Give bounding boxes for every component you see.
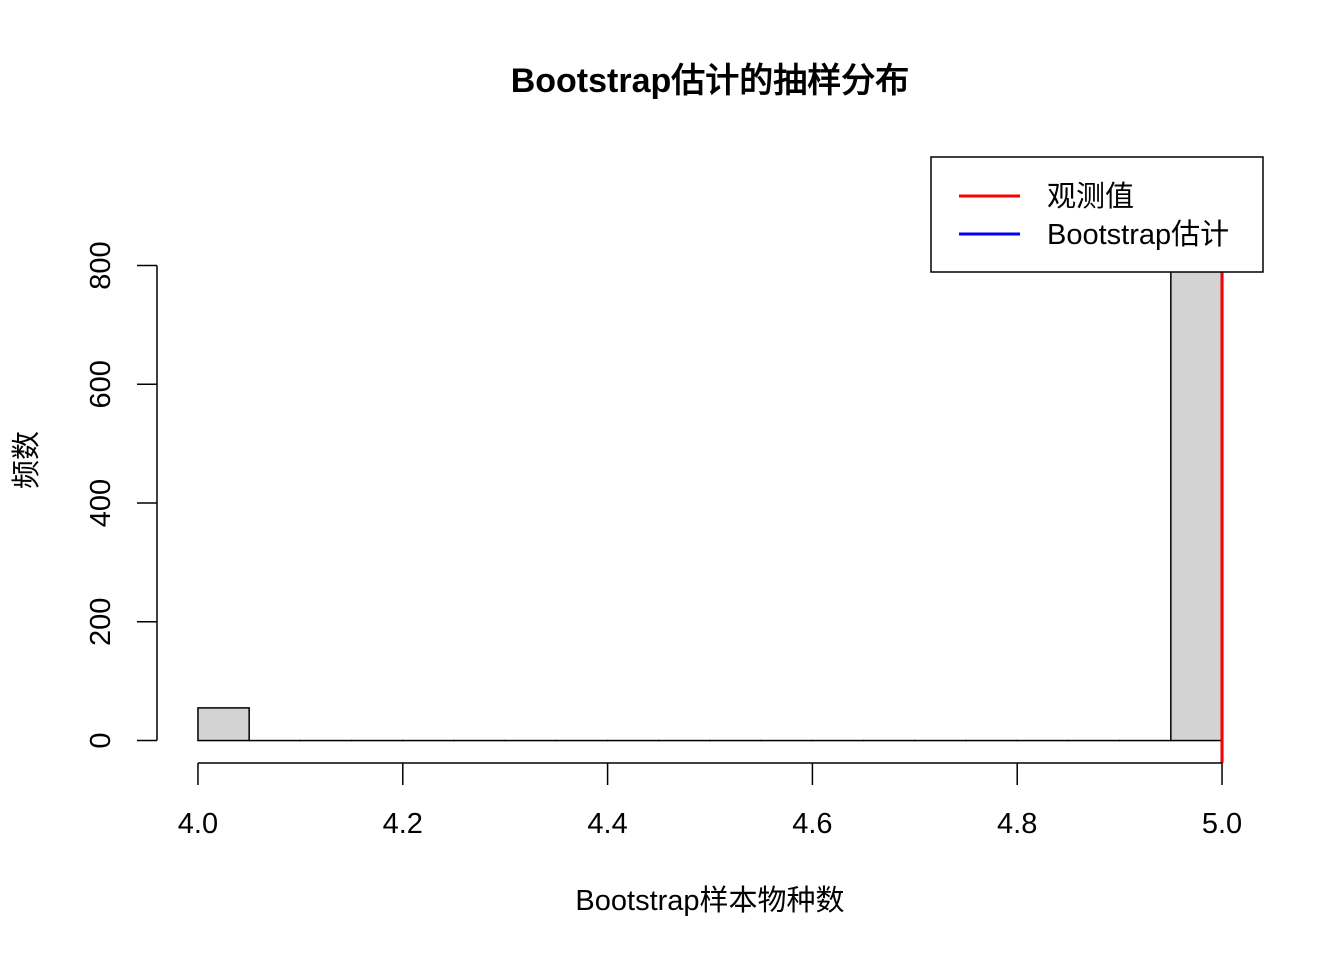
- y-tick-label: 600: [85, 360, 117, 408]
- x-tick-label: 5.0: [1202, 808, 1242, 840]
- legend-label: 观测值: [1047, 180, 1134, 213]
- y-axis-label: 频数: [10, 431, 43, 489]
- y-tick-label: 0: [85, 732, 117, 748]
- x-tick-label: 4.2: [383, 808, 423, 840]
- legend-box: [931, 157, 1263, 272]
- y-tick-label: 800: [85, 241, 117, 289]
- x-tick-label: 4.4: [587, 808, 627, 840]
- x-tick-label: 4.6: [792, 808, 832, 840]
- x-tick-label: 4.8: [997, 808, 1037, 840]
- x-axis-label: Bootstrap样本物种数: [575, 884, 844, 917]
- y-tick-label: 400: [85, 479, 117, 527]
- legend-label: Bootstrap估计: [1047, 218, 1229, 251]
- x-tick-label: 4.0: [178, 808, 218, 840]
- y-tick-label: 200: [85, 598, 117, 646]
- bar: [198, 708, 249, 741]
- chart-title: Bootstrap估计的抽样分布: [511, 62, 910, 100]
